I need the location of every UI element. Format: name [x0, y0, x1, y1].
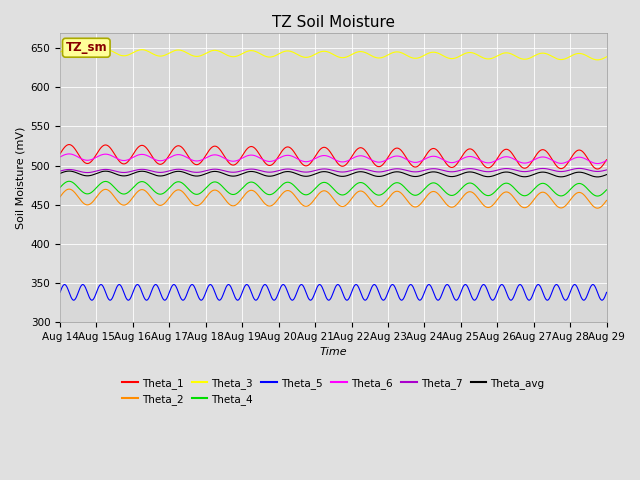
Theta_2: [65, 186, 73, 192]
Theta_2: [603, 198, 611, 204]
Theta_4: [300, 192, 307, 197]
Theta_7: [84, 170, 92, 176]
Theta_6: [289, 154, 296, 159]
Theta_7: [300, 169, 307, 175]
Theta_2: [300, 203, 307, 208]
Theta_2: [99, 187, 106, 193]
Theta_1: [99, 143, 106, 149]
Theta_5: [300, 283, 307, 289]
Theta_2: [121, 202, 129, 208]
Theta_3: [289, 49, 296, 55]
Theta_1: [289, 147, 296, 153]
Legend: Theta_1, Theta_2, Theta_3, Theta_4, Theta_5, Theta_6, Theta_7, Theta_avg: Theta_1, Theta_2, Theta_3, Theta_4, Thet…: [118, 373, 548, 409]
Theta_4: [289, 181, 296, 187]
Theta_5: [603, 289, 611, 295]
Theta_5: [325, 297, 333, 303]
Theta_6: [310, 156, 317, 162]
Theta_5: [288, 297, 296, 303]
Theta_7: [56, 168, 64, 174]
Theta_6: [99, 152, 106, 157]
Theta_avg: [99, 168, 106, 174]
X-axis label: Time: Time: [319, 348, 347, 358]
Theta_7: [121, 169, 129, 175]
Title: TZ Soil Moisture: TZ Soil Moisture: [272, 15, 395, 30]
Theta_2: [594, 205, 602, 211]
Theta_3: [367, 53, 375, 59]
Theta_4: [99, 180, 106, 185]
Theta_2: [310, 198, 317, 204]
Theta_5: [56, 289, 64, 295]
Theta_avg: [300, 173, 307, 179]
Theta_5: [334, 282, 342, 288]
Theta_6: [603, 157, 611, 163]
Theta_7: [310, 168, 317, 174]
Theta_1: [594, 166, 602, 172]
Theta_avg: [310, 172, 317, 178]
Theta_7: [367, 168, 375, 174]
Line: Theta_1: Theta_1: [60, 144, 607, 169]
Line: Theta_2: Theta_2: [60, 189, 607, 208]
Theta_6: [65, 151, 73, 157]
Theta_3: [594, 57, 602, 63]
Theta_3: [603, 54, 611, 60]
Theta_3: [65, 46, 73, 52]
Theta_avg: [594, 174, 602, 180]
Theta_6: [56, 154, 64, 160]
Theta_2: [56, 194, 64, 200]
Line: Theta_3: Theta_3: [60, 49, 607, 60]
Theta_4: [603, 187, 611, 193]
Theta_3: [56, 49, 64, 55]
Y-axis label: Soil Moisture (mV): Soil Moisture (mV): [15, 126, 25, 228]
Line: Theta_5: Theta_5: [60, 285, 607, 300]
Theta_4: [367, 188, 375, 193]
Theta_1: [65, 142, 73, 147]
Theta_avg: [289, 169, 296, 175]
Theta_7: [99, 167, 106, 172]
Theta_1: [56, 151, 64, 157]
Theta_1: [603, 157, 611, 163]
Text: TZ_sm: TZ_sm: [65, 41, 107, 54]
Theta_2: [367, 198, 375, 204]
Theta_3: [99, 47, 106, 53]
Theta_5: [368, 285, 376, 290]
Theta_avg: [56, 170, 64, 176]
Line: Theta_7: Theta_7: [60, 168, 607, 173]
Theta_4: [121, 191, 129, 197]
Theta_5: [309, 295, 317, 300]
Line: Theta_4: Theta_4: [60, 181, 607, 196]
Theta_1: [121, 161, 129, 167]
Line: Theta_6: Theta_6: [60, 154, 607, 164]
Line: Theta_avg: Theta_avg: [60, 171, 607, 177]
Theta_4: [56, 185, 64, 191]
Theta_3: [121, 53, 129, 59]
Theta_4: [65, 179, 73, 184]
Theta_2: [289, 190, 296, 196]
Theta_6: [594, 161, 602, 167]
Theta_7: [603, 167, 611, 173]
Theta_avg: [603, 172, 611, 178]
Theta_6: [300, 158, 307, 164]
Theta_5: [121, 291, 129, 297]
Theta_6: [121, 157, 129, 163]
Theta_1: [310, 156, 317, 162]
Theta_avg: [65, 168, 73, 174]
Theta_4: [594, 193, 602, 199]
Theta_4: [310, 188, 317, 193]
Theta_6: [367, 157, 375, 163]
Theta_7: [575, 166, 583, 171]
Theta_1: [367, 157, 375, 163]
Theta_3: [310, 52, 317, 58]
Theta_avg: [121, 173, 129, 179]
Theta_7: [289, 167, 296, 172]
Theta_3: [300, 54, 307, 60]
Theta_5: [99, 282, 106, 288]
Theta_avg: [367, 172, 375, 178]
Theta_1: [300, 162, 307, 168]
